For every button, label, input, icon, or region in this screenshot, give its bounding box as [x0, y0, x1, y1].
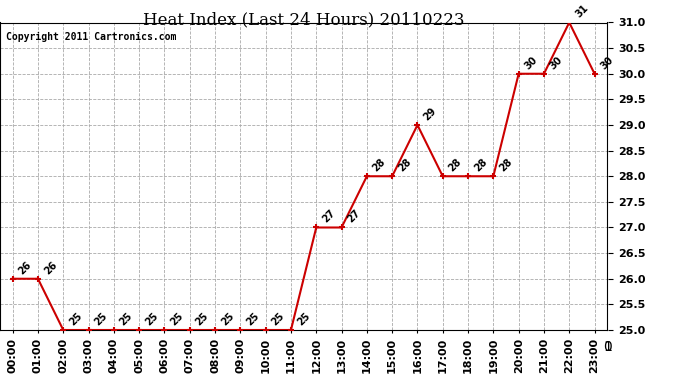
Text: 25: 25 — [92, 310, 109, 327]
Text: 25: 25 — [144, 310, 160, 327]
Text: 28: 28 — [371, 157, 388, 174]
Text: Copyright 2011 Cartronics.com: Copyright 2011 Cartronics.com — [6, 32, 177, 42]
Text: 25: 25 — [68, 310, 84, 327]
Text: 25: 25 — [219, 310, 236, 327]
Text: Heat Index (Last 24 Hours) 20110223: Heat Index (Last 24 Hours) 20110223 — [143, 11, 464, 28]
Text: 25: 25 — [295, 310, 312, 327]
Text: 28: 28 — [497, 157, 514, 174]
Text: 25: 25 — [118, 310, 135, 327]
Text: 31: 31 — [573, 3, 590, 20]
Text: 28: 28 — [447, 157, 464, 174]
Text: 29: 29 — [422, 106, 438, 122]
Text: 26: 26 — [42, 260, 59, 276]
Text: 25: 25 — [194, 310, 210, 327]
Text: 30: 30 — [599, 54, 615, 71]
Text: 27: 27 — [320, 208, 337, 225]
Text: 28: 28 — [396, 157, 413, 174]
Text: 25: 25 — [244, 310, 261, 327]
Text: 30: 30 — [548, 54, 564, 71]
Text: 25: 25 — [270, 310, 286, 327]
Text: 26: 26 — [17, 260, 33, 276]
Text: 30: 30 — [523, 54, 540, 71]
Text: 25: 25 — [168, 310, 185, 327]
Text: 28: 28 — [472, 157, 489, 174]
Text: 27: 27 — [346, 208, 362, 225]
